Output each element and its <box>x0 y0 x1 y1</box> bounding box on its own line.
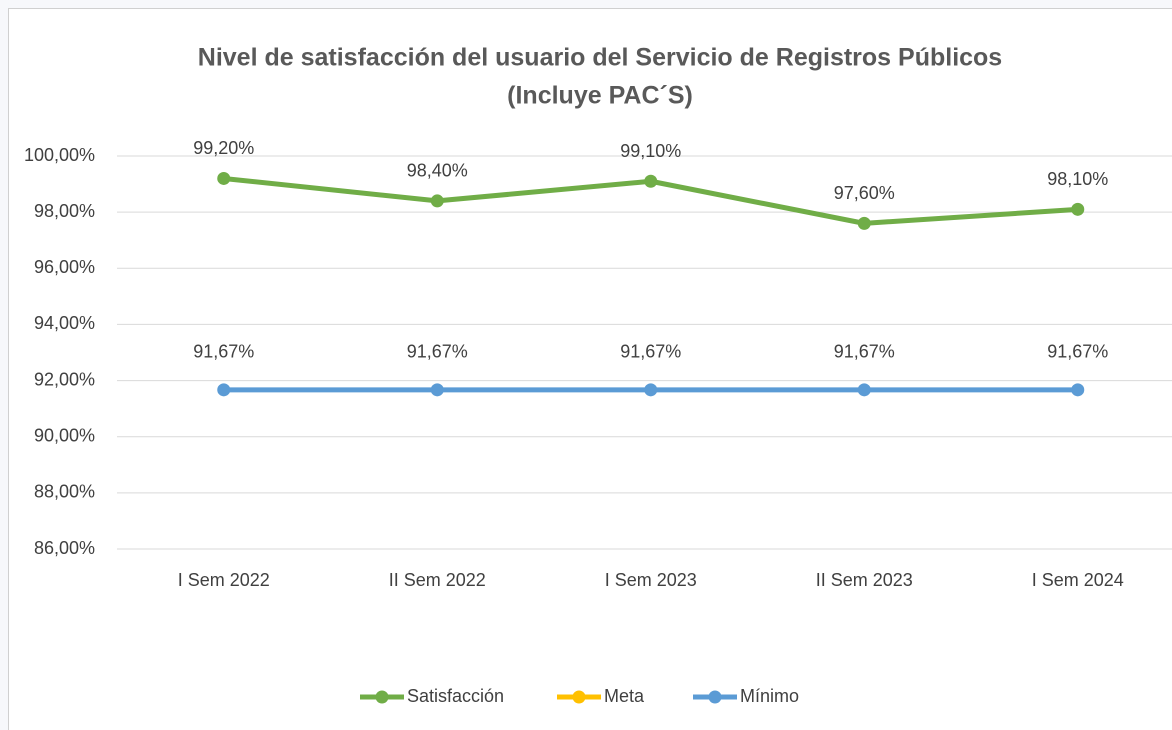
data-point <box>644 174 658 188</box>
x-tick-label: I Sem 2023 <box>605 570 697 590</box>
legend-marker <box>572 690 586 704</box>
x-tick-label: II Sem 2023 <box>816 570 913 590</box>
data-point <box>857 383 871 397</box>
x-tick-label: I Sem 2022 <box>178 570 270 590</box>
data-label: 99,10% <box>620 141 681 161</box>
data-point <box>430 194 444 208</box>
y-tick-label: 92,00% <box>34 369 95 389</box>
data-point <box>644 383 658 397</box>
data-point <box>430 383 444 397</box>
y-tick-label: 90,00% <box>34 425 95 445</box>
y-tick-label: 86,00% <box>34 538 95 558</box>
legend-label: Meta <box>604 686 645 706</box>
data-label: 91,67% <box>407 342 468 362</box>
legend-label: Mínimo <box>740 686 799 706</box>
y-tick-label: 94,00% <box>34 313 95 333</box>
data-point <box>217 383 231 397</box>
data-point <box>217 171 231 185</box>
chart-title: Nivel de satisfacción del usuario del Se… <box>198 44 1002 72</box>
data-label: 97,60% <box>834 183 895 203</box>
data-label: 98,10% <box>1047 169 1108 189</box>
data-point <box>1071 202 1085 216</box>
legend-marker <box>708 690 722 704</box>
x-tick-label: II Sem 2022 <box>389 570 486 590</box>
data-label: 91,67% <box>620 342 681 362</box>
legend-label: Satisfacción <box>407 686 504 706</box>
data-label: 91,67% <box>1047 342 1108 362</box>
chart-frame <box>8 8 1172 730</box>
data-label: 91,67% <box>193 342 254 362</box>
y-tick-label: 98,00% <box>34 201 95 221</box>
chart-subtitle: (Incluye PAC´S) <box>507 82 693 110</box>
y-tick-label: 100,00% <box>24 145 95 165</box>
data-point <box>1071 383 1085 397</box>
data-label: 99,20% <box>193 138 254 158</box>
data-point <box>857 216 871 230</box>
data-label: 91,67% <box>834 342 895 362</box>
y-tick-label: 96,00% <box>34 257 95 277</box>
y-tick-label: 88,00% <box>34 482 95 502</box>
x-tick-label: I Sem 2024 <box>1032 570 1124 590</box>
data-label: 98,40% <box>407 161 468 181</box>
legend-marker <box>375 690 389 704</box>
